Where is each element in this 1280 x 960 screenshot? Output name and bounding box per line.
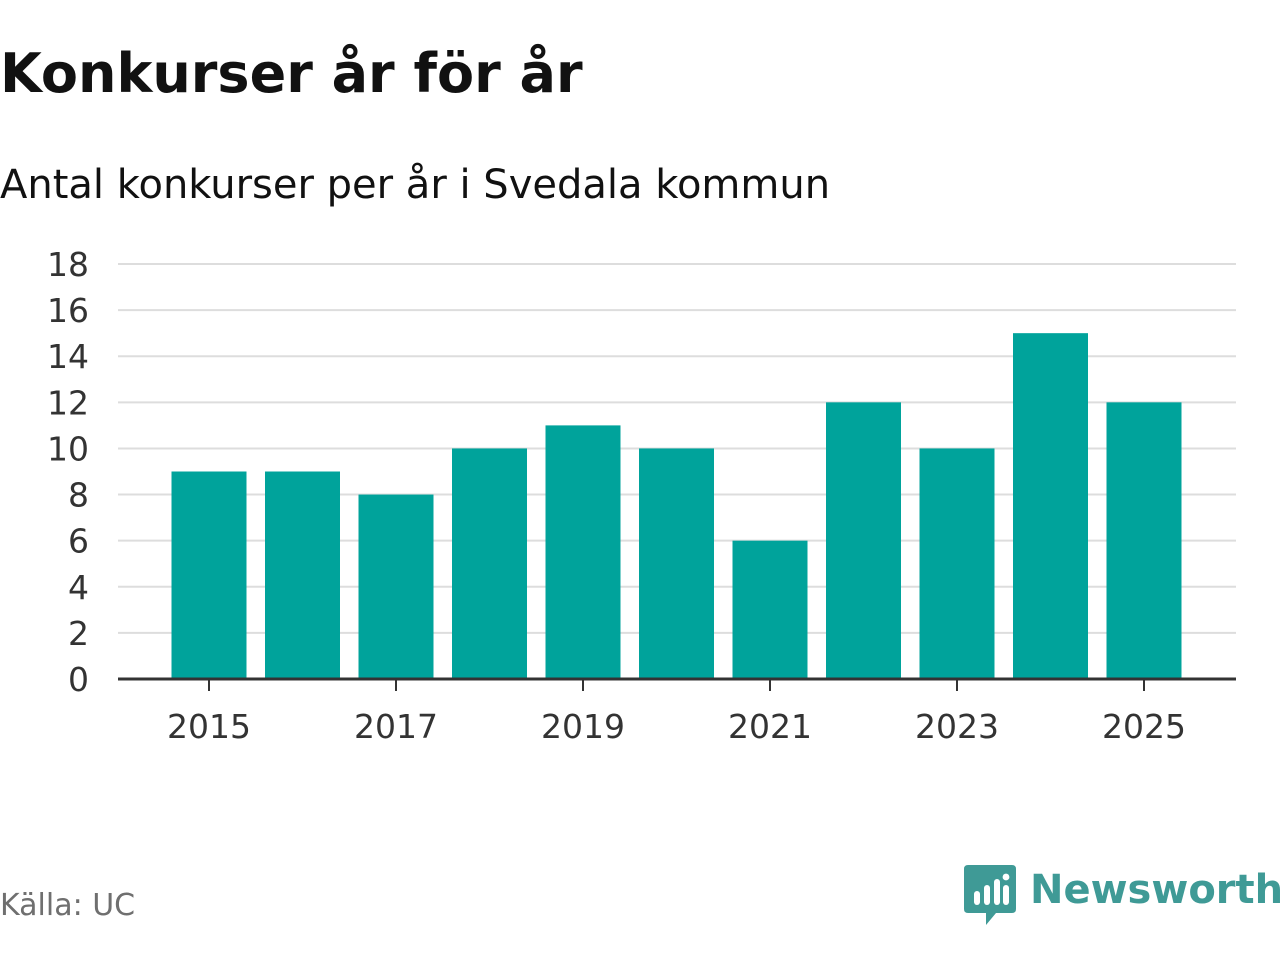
y-tick-label: 18 [47, 245, 89, 284]
source-note: Källa: UC [0, 888, 136, 923]
x-tick-label: 2015 [167, 707, 251, 746]
bar-2024 [1013, 333, 1088, 679]
chart-title: Konkurser år för år [0, 42, 583, 105]
x-tick-label: 2023 [915, 707, 999, 746]
bar-2017 [358, 494, 434, 679]
x-tick-label: 2025 [1102, 707, 1186, 746]
y-tick-label: 8 [68, 476, 89, 515]
y-tick-label: 0 [68, 660, 89, 699]
y-tick-label: 10 [47, 429, 89, 468]
bar-2022 [826, 402, 901, 679]
y-tick-label: 4 [68, 568, 89, 607]
bar-2019 [545, 425, 621, 679]
bar-2025 [1106, 402, 1182, 679]
y-tick-label: 2 [68, 614, 89, 653]
x-tick-label: 2021 [728, 707, 812, 746]
chart-subtitle: Antal konkurser per år i Svedala kommun [0, 162, 831, 208]
x-axis-ticks: 2015 2017 2019 2021 2023 2025 [167, 679, 1186, 746]
y-tick-label: 14 [47, 337, 89, 376]
bar-2016 [265, 471, 340, 679]
x-tick-label: 2017 [354, 707, 438, 746]
y-axis-ticks: 0 2 4 6 8 10 12 14 16 18 [47, 245, 89, 699]
bars [171, 333, 1182, 679]
bar-2020 [639, 448, 714, 679]
brand-logo: Newsworthy [964, 864, 1280, 928]
bar-2015 [171, 471, 247, 679]
x-tick-label: 2019 [541, 707, 625, 746]
newsworthy-logo-icon [964, 865, 1016, 925]
y-tick-label: 12 [47, 383, 89, 422]
bar-2018 [452, 448, 527, 679]
bar-2023 [919, 448, 995, 679]
brand-name: Newsworthy [1030, 867, 1280, 913]
y-tick-label: 16 [47, 291, 89, 330]
y-tick-label: 6 [68, 522, 89, 561]
bar-2021 [732, 540, 808, 679]
